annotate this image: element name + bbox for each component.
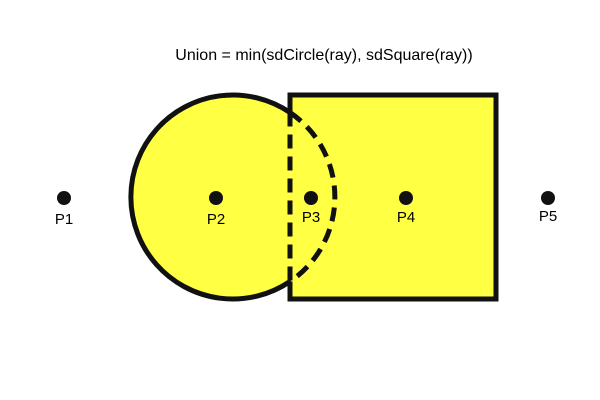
point-p2: P2 xyxy=(207,191,225,228)
point-marker xyxy=(304,191,318,205)
point-label: P4 xyxy=(397,209,415,226)
point-marker xyxy=(57,191,71,205)
point-label: P3 xyxy=(302,209,320,226)
point-label: P1 xyxy=(55,211,73,228)
square-fill xyxy=(290,95,496,299)
circle-fill xyxy=(131,95,335,299)
union-fill xyxy=(131,95,496,299)
point-p3: P3 xyxy=(302,191,320,226)
circle-outline-arc xyxy=(128,92,292,302)
square-outline xyxy=(290,92,499,302)
diagram-title: Union = min(sdCircle(ray), sdSquare(ray)… xyxy=(175,47,472,64)
point-p4: P4 xyxy=(397,191,415,226)
point-label: P5 xyxy=(539,208,557,225)
point-marker xyxy=(541,191,555,205)
point-p5: P5 xyxy=(539,191,557,225)
point-marker xyxy=(209,191,223,205)
point-label: P2 xyxy=(207,211,225,228)
point-p1: P1 xyxy=(55,191,73,228)
point-marker xyxy=(399,191,413,205)
circle-inner-arc-dashed xyxy=(288,110,338,284)
